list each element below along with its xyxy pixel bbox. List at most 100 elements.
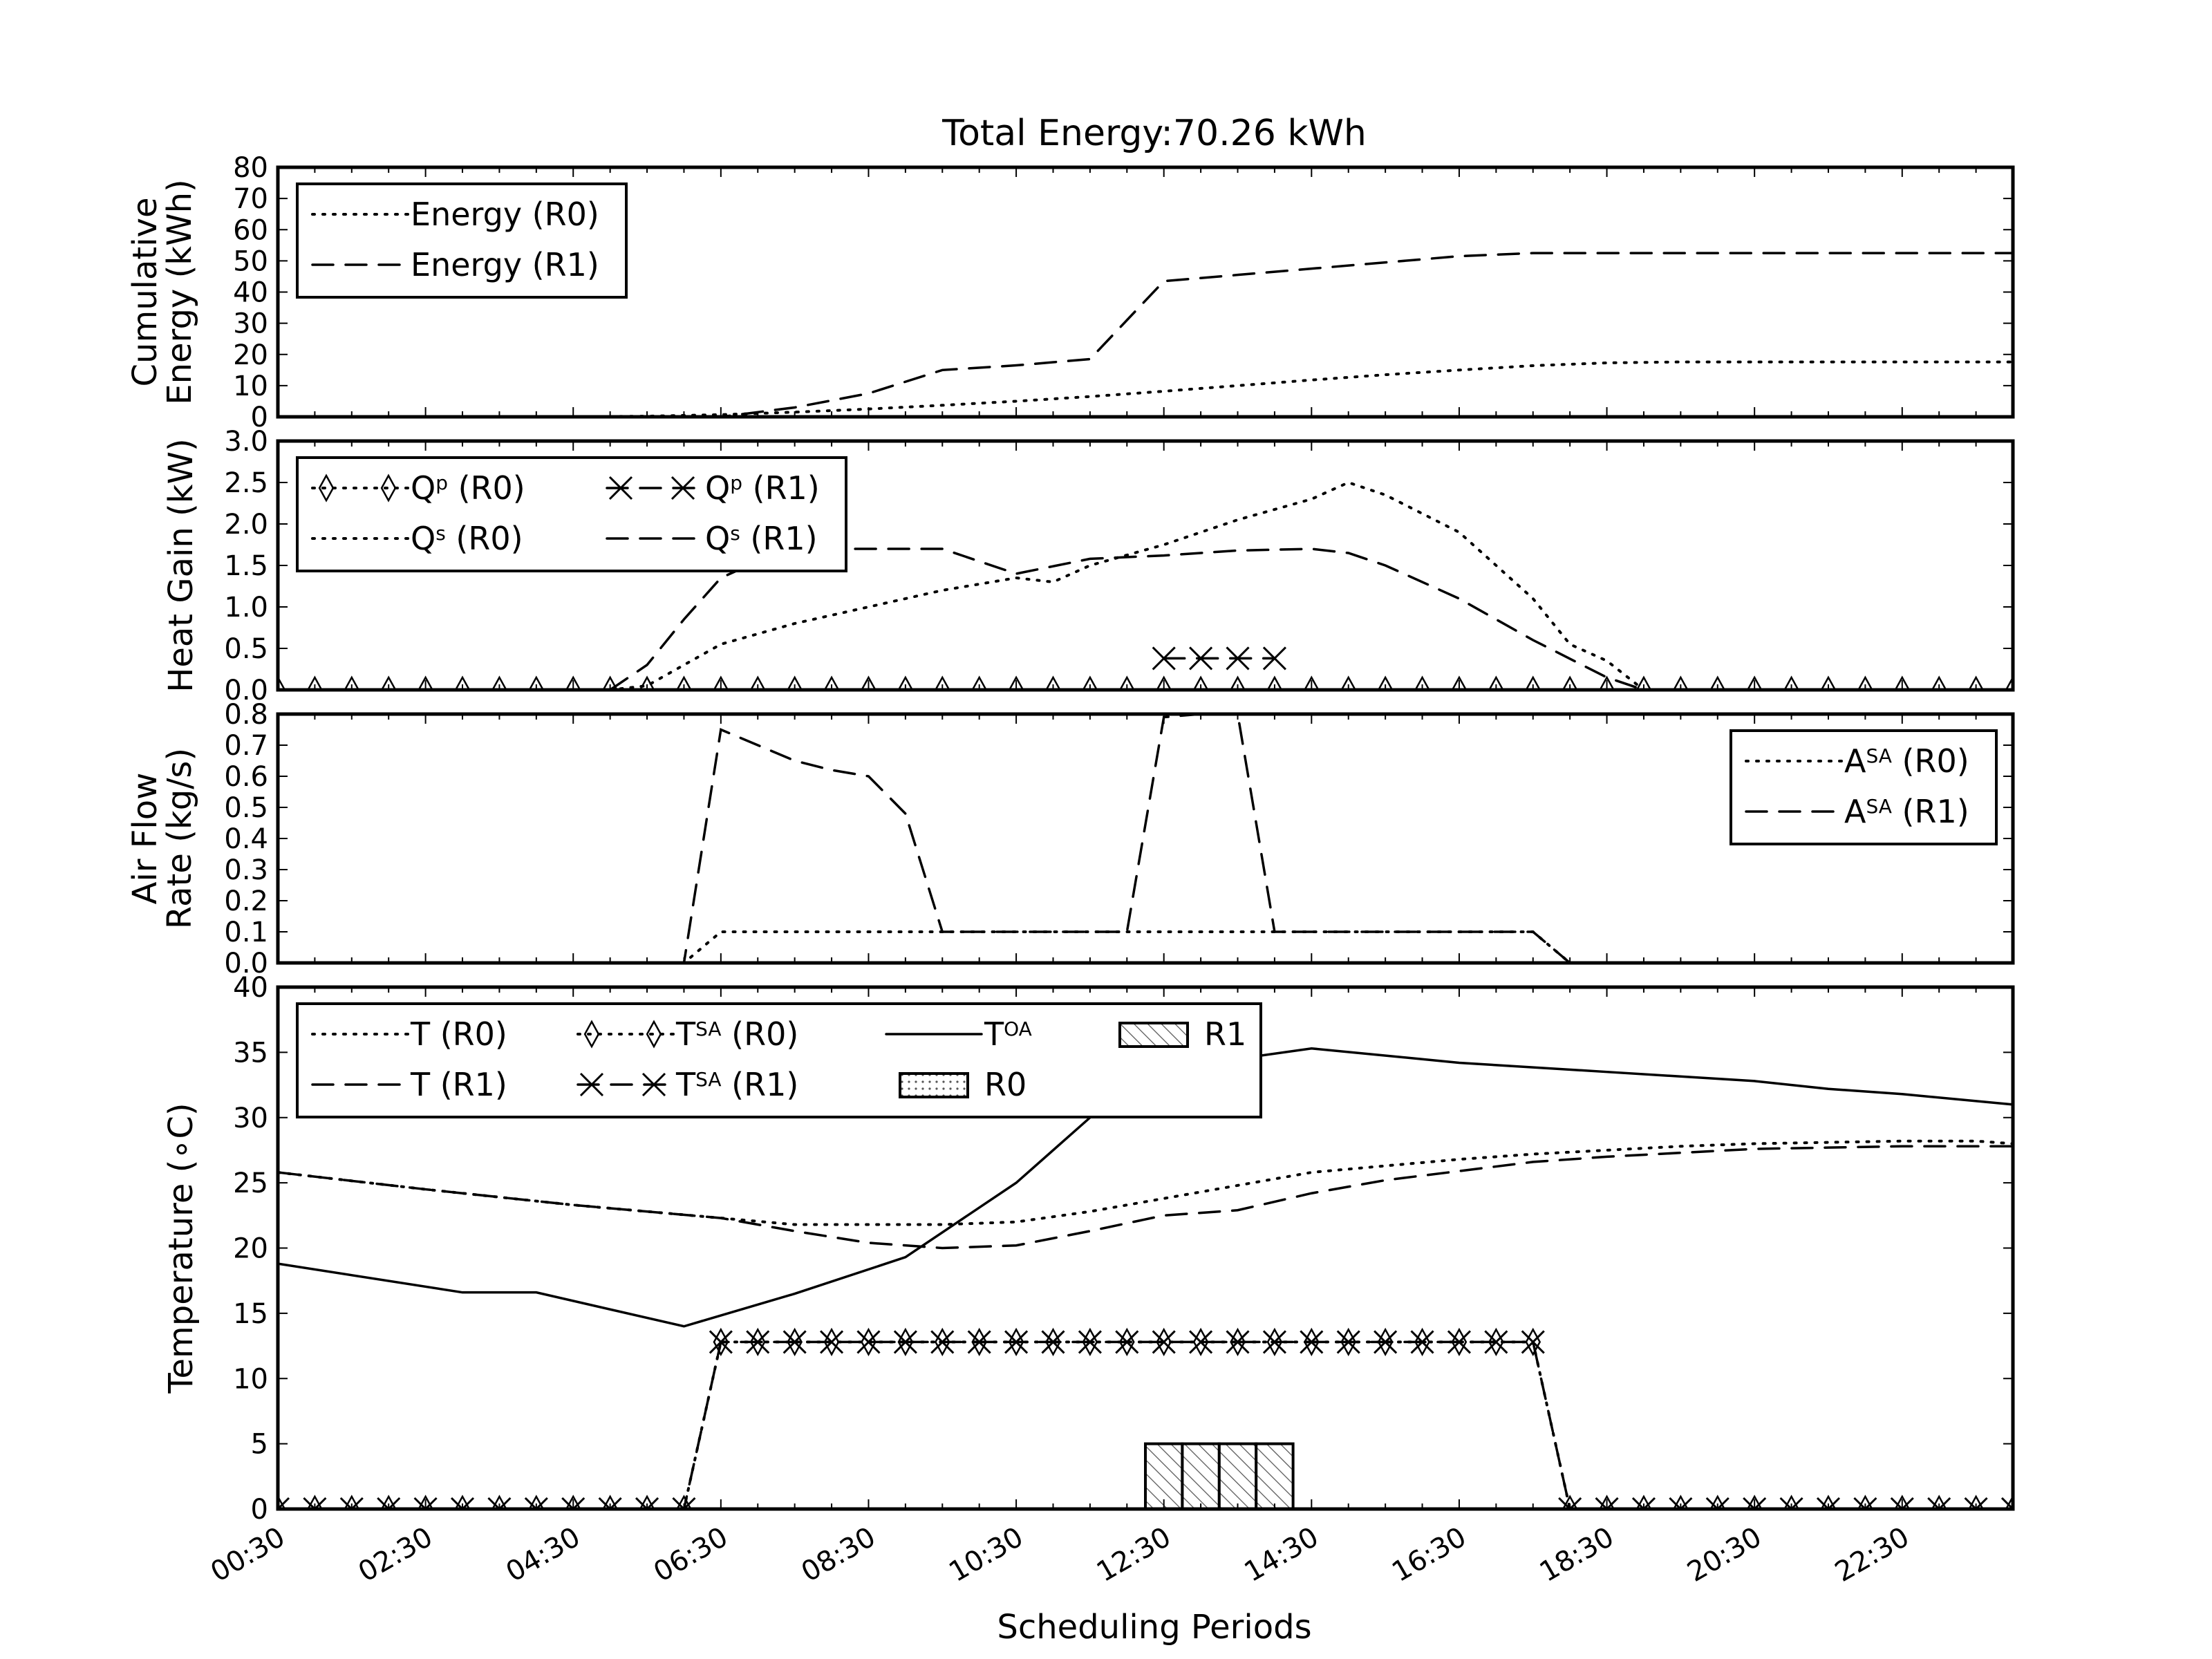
y-tick-label: 0.5 xyxy=(224,792,268,824)
series-qs-r1 xyxy=(608,547,1645,690)
point-qp-r0 xyxy=(1599,675,1615,690)
legend-label: Energy (R0) xyxy=(411,196,599,233)
point-tsa-r1 xyxy=(1078,1330,1102,1354)
point-tsa-r1 xyxy=(1226,1330,1250,1354)
y-tick-label: 2.0 xyxy=(224,509,268,541)
legend-label: Qs (R1) xyxy=(705,520,818,557)
point-qp-r0 xyxy=(1820,675,1837,690)
legend-entry-asa-r0: ASA (R0) xyxy=(1745,742,1969,780)
x-tick-label: 12:30 xyxy=(1091,1521,1177,1588)
point-qp-r0 xyxy=(1340,675,1357,690)
point-qp-r0 xyxy=(1230,675,1246,690)
point-tsa-r1 xyxy=(1558,1497,1582,1509)
point-qp-r0 xyxy=(1451,675,1468,690)
y-tick-label: 20 xyxy=(233,1233,268,1265)
legend-label: TSA (R1) xyxy=(675,1066,798,1103)
point-qp-r0 xyxy=(1673,675,1689,690)
y-tick-label: 0.2 xyxy=(224,885,268,917)
point-tsa-r1 xyxy=(1447,1330,1472,1354)
point-qp-r1 xyxy=(1152,646,1176,671)
point-qp-r0 xyxy=(278,675,286,690)
y-tick-label: 1.5 xyxy=(224,550,268,582)
legend-entry-r1: R1 xyxy=(1118,1015,1246,1053)
legend: Energy (R0) Energy (R1) xyxy=(296,182,628,299)
point-qp-r0 xyxy=(1377,675,1394,690)
point-qp-r0 xyxy=(1931,675,1947,690)
point-qp-r0 xyxy=(713,675,729,690)
point-qp-r0 xyxy=(897,675,914,690)
point-tsa-r1 xyxy=(1779,1497,1803,1509)
point-qp-r0 xyxy=(1008,675,1024,690)
point-qp-r0 xyxy=(1525,675,1541,690)
y-tick-label: 60 xyxy=(233,214,268,246)
point-tsa-r1 xyxy=(709,1330,733,1354)
point-qp-r0 xyxy=(1746,675,1763,690)
x-tick-label: 06:30 xyxy=(648,1521,733,1588)
series-asa-r1 xyxy=(278,714,2013,963)
point-qp-r1 xyxy=(1189,646,1213,671)
x-tick-label: 08:30 xyxy=(796,1521,881,1588)
point-qp-r1 xyxy=(1226,646,1250,671)
panel-2: 0.0 0.5 1.0 1.5 2.0 2.5 3.0 Heat Gain (kW) Qp (R… xyxy=(162,426,2015,706)
point-tsa-r1 xyxy=(450,1497,475,1509)
legend: Qp (R0) Qs (R0) Qp (R1) Qs (R1) xyxy=(296,456,847,572)
point-qp-r0 xyxy=(565,675,581,690)
y-tick-label: 30 xyxy=(233,308,268,340)
point-qp-r0 xyxy=(1635,675,1652,690)
legend-label: Qs (R0) xyxy=(411,520,523,557)
legend-label: T (R1) xyxy=(410,1066,507,1103)
y-tick-label: 0.1 xyxy=(224,917,268,948)
legend-box xyxy=(296,1002,1262,1118)
x-tick-label: 16:30 xyxy=(1387,1521,1472,1588)
y-tick-label: 0.8 xyxy=(224,699,268,731)
y-tick-label: 0.4 xyxy=(224,823,268,855)
y-tick-label: 1.0 xyxy=(224,592,268,624)
point-qp-r0 xyxy=(1562,675,1578,690)
point-qp-r0 xyxy=(749,675,766,690)
legend-entry-asa-r1: ASA (R1) xyxy=(1745,793,1969,830)
y-tick-label: 25 xyxy=(233,1168,268,1199)
point-tsa-r1 xyxy=(1410,1330,1434,1354)
point-tsa-r1 xyxy=(1743,1497,1767,1509)
legend-entry-tsa-r0: TSA (R0) xyxy=(577,1015,798,1053)
y-tick-label: 50 xyxy=(233,245,268,277)
plot-area-4 xyxy=(278,1047,2013,1509)
point-qp-r1 xyxy=(1262,646,1286,671)
point-tsa-r1 xyxy=(1669,1497,1693,1509)
y-axis-label: Air Flow xyxy=(126,773,165,905)
point-tsa-r1 xyxy=(782,1330,807,1354)
point-tsa-r1 xyxy=(1853,1497,1877,1509)
legend-entry-toa: TOA xyxy=(885,1015,1032,1053)
series-tsa-r1 xyxy=(278,1340,2013,1509)
y-tick-label: 30 xyxy=(233,1103,268,1134)
x-tick-label: 00:30 xyxy=(205,1521,290,1588)
series-energy-r0 xyxy=(278,360,2013,417)
point-qp-r0 xyxy=(823,675,840,690)
point-tsa-r1 xyxy=(303,1497,327,1509)
point-qp-r0 xyxy=(454,675,471,690)
point-qp-r0 xyxy=(1045,675,1061,690)
chart-title: Total Energy:70.26 kWh xyxy=(941,113,1367,154)
y-tick-label: 0.0 xyxy=(224,675,268,706)
legend-box xyxy=(296,182,628,299)
point-tsa-r1 xyxy=(561,1497,585,1509)
y-tick-label: 0.6 xyxy=(224,761,268,793)
x-tick-label: 10:30 xyxy=(944,1521,1029,1588)
legend-entry-tsa-r1: TSA (R1) xyxy=(577,1066,798,1103)
y-tick-label: 0.3 xyxy=(224,854,268,886)
legend-label: ASA (R1) xyxy=(1844,793,1969,830)
point-tsa-r1 xyxy=(1595,1497,1619,1509)
y-tick-label: 2.5 xyxy=(224,467,268,499)
point-tsa-r1 xyxy=(856,1330,881,1354)
bar-r1 xyxy=(1217,1442,1258,1509)
legend-marker xyxy=(380,474,397,503)
point-tsa-r1 xyxy=(1115,1330,1139,1354)
legend-entry-qs-r1: Qs (R1) xyxy=(606,520,818,557)
x-tick-label: 20:30 xyxy=(1682,1521,1767,1588)
axes-frame xyxy=(276,165,2015,419)
point-tsa-r1 xyxy=(893,1330,917,1354)
point-qp-r0 xyxy=(2005,675,2013,690)
